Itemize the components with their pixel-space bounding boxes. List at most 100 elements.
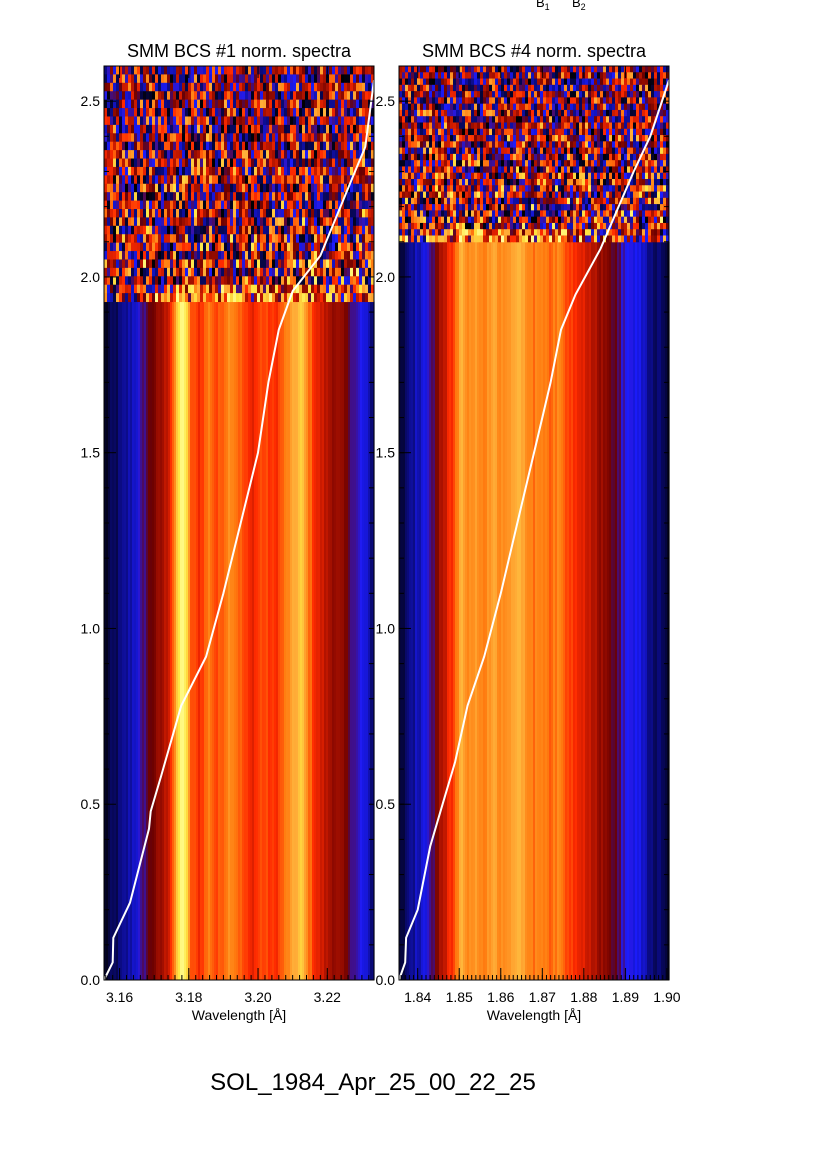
heatmap-cell [633,72,637,79]
heatmap-cell [498,129,502,136]
heatmap-cell [591,154,595,161]
x-tick-label: 3.22 [314,989,341,1005]
heatmap-cell [278,234,282,243]
heatmap-cell [453,91,457,98]
heatmap-cell [603,148,607,155]
heatmap-cell [170,125,174,134]
heatmap-cell [642,104,646,111]
heatmap-cell [221,175,225,184]
heatmap-cell [555,198,559,205]
heatmap-cell [137,276,141,285]
heatmap-cell [537,66,541,73]
heatmap-cell [510,185,514,192]
heatmap-cell [522,79,526,86]
heatmap-cell [281,66,285,75]
heatmap-cell [314,268,318,277]
heatmap-cell [471,148,475,155]
heatmap-cell [606,179,610,186]
heatmap-cell [513,123,517,130]
heatmap-cell [356,133,360,142]
heatmap-cell [260,74,264,83]
heatmap-cell [338,251,342,260]
heatmap-cell [606,173,610,180]
heatmap-cell [173,66,177,75]
heatmap-cell [555,72,559,79]
heatmap-cell [591,148,595,155]
heatmap-cell [149,268,153,277]
heatmap-cell [245,66,249,75]
heatmap-cell [305,159,309,168]
heatmap-cell [435,160,439,167]
heatmap-cell [368,217,372,226]
heatmap-cell [585,179,589,186]
heatmap-cell [227,91,231,100]
heatmap-cell [594,104,598,111]
heatmap-cell [272,201,276,210]
heatmap-cell [429,79,433,86]
heatmap-cell [224,217,228,226]
heatmap-cell [137,251,141,260]
heatmap-cell [534,91,538,98]
heatmap-cell [317,184,321,193]
heatmap-cell [170,116,174,125]
heatmap-cell [155,268,159,277]
heatmap-cell [317,209,321,218]
heatmap-cell [341,293,345,302]
heatmap-cell [107,74,111,83]
heatmap-cell [305,150,309,159]
heatmap-cell [618,173,622,180]
heatmap-cell [660,204,664,211]
heatmap-cell [636,179,640,186]
heatmap-cell [594,129,598,136]
heatmap-cell [284,251,288,260]
heatmap-cell [540,185,544,192]
heatmap-cell [465,154,469,161]
heatmap-cell [293,91,297,100]
heatmap-cell [176,184,180,193]
heatmap-cell [513,104,517,111]
heatmap-cell [227,108,231,117]
heatmap-cell [555,204,559,211]
heatmap-cell [269,217,273,226]
heatmap-cell [212,243,216,252]
heatmap-cell [516,66,520,73]
heatmap-cell [486,97,490,104]
heatmap-cell [558,79,562,86]
heatmap-cell [302,175,306,184]
heatmap-cell [582,154,586,161]
heatmap-cell [525,192,529,199]
heatmap-cell [170,226,174,235]
heatmap-cell [299,209,303,218]
heatmap-cell [266,293,270,302]
heatmap-cell [134,209,138,218]
heatmap-cell [257,184,261,193]
heatmap-cell [600,129,604,136]
heatmap-cell [143,100,147,109]
heatmap-cell [525,185,529,192]
heatmap-cell [242,116,246,125]
heatmap-cell [519,116,523,123]
heatmap-cell [206,167,210,176]
heatmap-cell [287,142,291,151]
heatmap-cell [519,160,523,167]
heatmap-cell [296,125,300,134]
heatmap-cell [287,276,291,285]
heatmap-cell [576,135,580,142]
heatmap-cell [582,79,586,86]
heatmap-cell [411,204,415,211]
heatmap-cell [167,184,171,193]
heatmap-cell [368,293,372,302]
heatmap-cell [290,116,294,125]
heatmap-cell [146,259,150,268]
heatmap-cell [561,154,565,161]
heatmap-cell [299,159,303,168]
heatmap-cell [356,83,360,92]
heatmap-cell [197,150,201,159]
heatmap-cell [567,179,571,186]
heatmap-cell [317,234,321,243]
heatmap-cell [483,123,487,130]
heatmap-cell [365,91,369,100]
heatmap-cell [212,167,216,176]
heatmap-cell [284,184,288,193]
heatmap-cell [296,167,300,176]
